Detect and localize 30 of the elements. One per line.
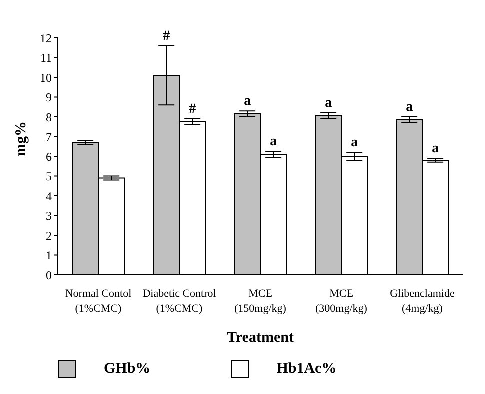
annotation: a: [270, 134, 278, 150]
x-tick-label: Glibenclamide (4mg/kg): [390, 288, 455, 315]
y-tick-label: 10: [40, 70, 52, 85]
annotation: a: [406, 100, 414, 115]
y-tick-label: 12: [40, 31, 52, 46]
y-tick-label: 8: [46, 110, 52, 124]
annotation: #: [163, 28, 170, 44]
x-axis-title: Treatment: [227, 330, 294, 346]
y-tick-label: 3: [46, 209, 52, 224]
x-tick-label: MCE (150mg/kg): [234, 288, 287, 315]
y-tick-label: 4: [46, 189, 52, 204]
x-tick-label: MCE (300mg/kg): [316, 288, 368, 315]
legend-label: Hb1Ac%: [276, 360, 337, 378]
y-tick-label: 9: [46, 90, 52, 105]
y-tick-label: 5: [46, 170, 52, 184]
annotation: a: [244, 94, 252, 110]
y-axis-title: mg%: [13, 122, 30, 156]
y-tick-label: 2: [46, 228, 52, 243]
legend-label: GHb%: [104, 360, 151, 378]
y-tick-label: 11: [40, 51, 52, 66]
x-tick-label: Diabetic Control (1%CMC): [142, 288, 216, 315]
y-tick-label: 1: [46, 248, 52, 263]
y-tick-label: 6: [46, 150, 52, 164]
y-tick-label: 7: [46, 130, 52, 144]
annotation: #: [189, 102, 196, 117]
annotation: a: [325, 96, 332, 112]
annotation: a: [351, 136, 358, 151]
y-tick-label: 0: [46, 268, 52, 282]
annotation: a: [432, 141, 440, 156]
x-tick-label: Normal Contol (1%CMC): [65, 288, 132, 315]
